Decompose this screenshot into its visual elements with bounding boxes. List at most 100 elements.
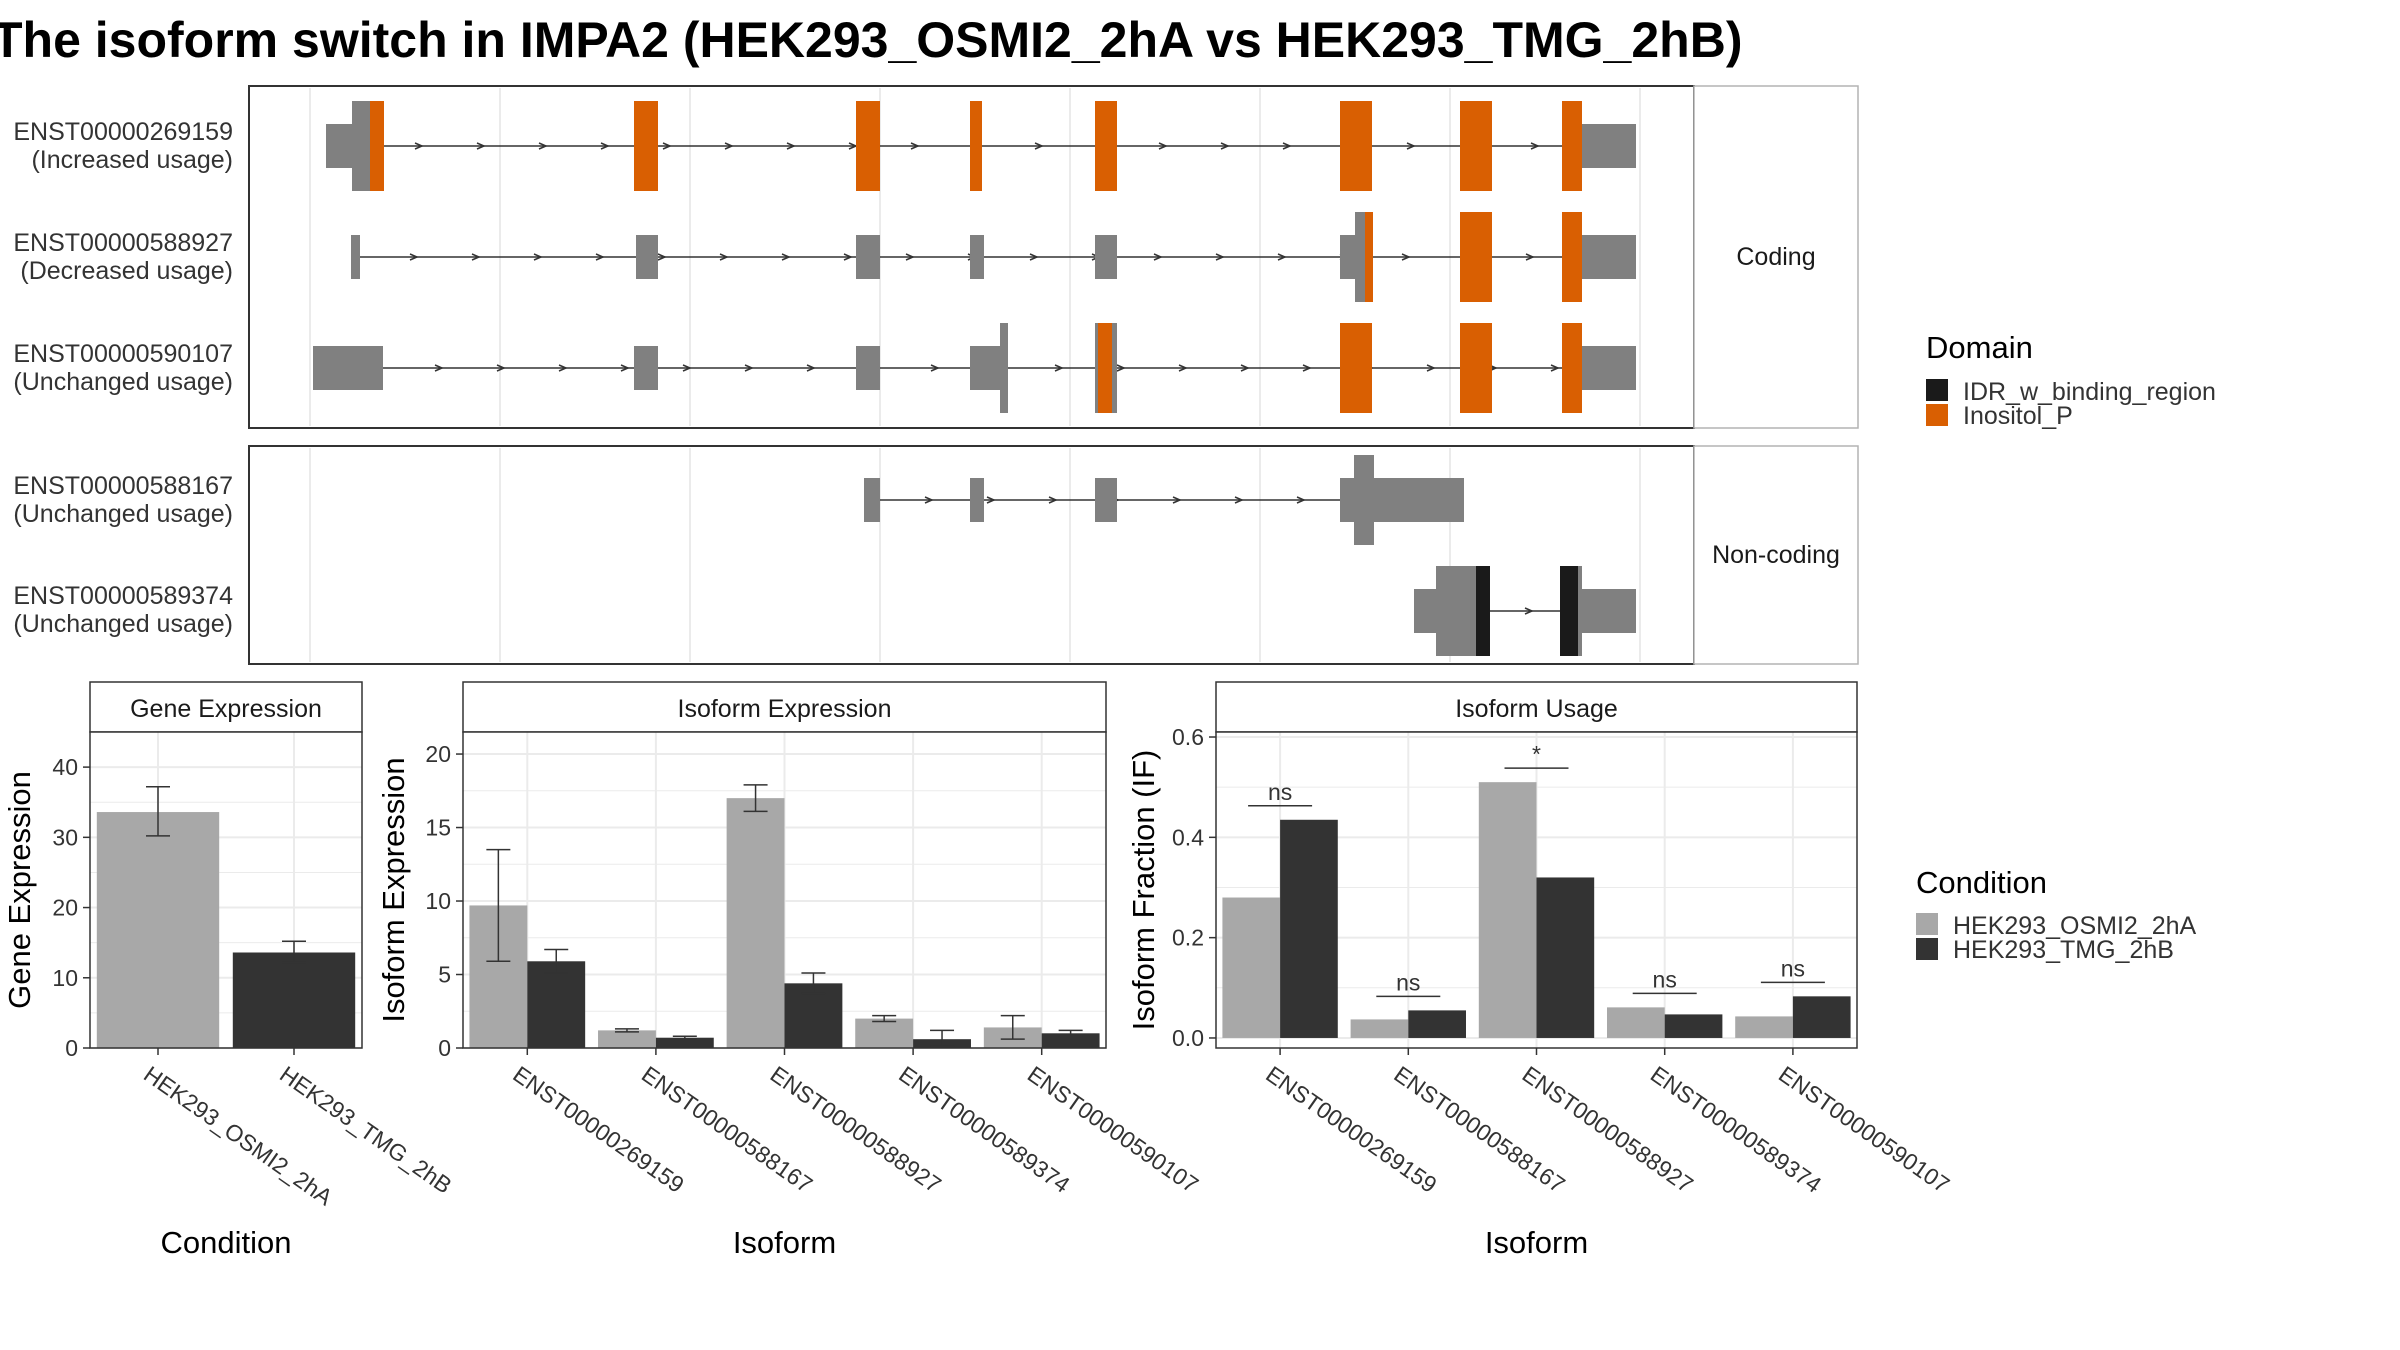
y-tick-label: 40 bbox=[52, 754, 78, 780]
coding-exon bbox=[970, 235, 984, 279]
coding-exon bbox=[1340, 478, 1358, 522]
intron-arrow bbox=[924, 496, 934, 504]
legend-label-cond-a: HEK293_OSMI2_2hA bbox=[1953, 912, 2197, 940]
bar-charts: Gene Expression010203040HEK293_OSMI2_2hA… bbox=[2, 681, 1954, 1260]
y-tick-label: 0.2 bbox=[1172, 925, 1204, 951]
intron-arrow bbox=[1116, 364, 1126, 372]
bar bbox=[1607, 1007, 1665, 1038]
chart-strip-title: Isoform Usage bbox=[1455, 695, 1618, 723]
intron-arrow bbox=[1048, 496, 1058, 504]
intron-arrow bbox=[620, 364, 630, 372]
intron-arrow bbox=[1172, 496, 1182, 504]
intron-arrow bbox=[806, 364, 816, 372]
y-tick-label: 10 bbox=[52, 965, 78, 991]
domain-legend-title: Domain bbox=[1926, 330, 2033, 365]
coding-exon bbox=[1095, 478, 1117, 522]
domain-block bbox=[1476, 566, 1490, 656]
utr-exon bbox=[1582, 346, 1636, 390]
bar bbox=[96, 812, 220, 1048]
domain-block bbox=[1460, 323, 1492, 413]
x-axis-title: Condition bbox=[161, 1225, 292, 1260]
isoform-label-id: ENST00000589374 bbox=[13, 582, 233, 610]
isoform-label-id: ENST00000588927 bbox=[13, 229, 233, 257]
coding-exon bbox=[1000, 323, 1008, 413]
intron-arrow bbox=[843, 253, 853, 261]
intron-arrow bbox=[1277, 253, 1287, 261]
transcript-track bbox=[351, 212, 1636, 302]
bar bbox=[1735, 1016, 1793, 1038]
chart-strip-title: Isoform Expression bbox=[678, 695, 892, 723]
domain-block bbox=[1460, 101, 1492, 191]
bar bbox=[232, 952, 356, 1048]
domain-block bbox=[634, 101, 658, 191]
condition-legend: Condition HEK293_OSMI2_2hA HEK293_TMG_2h… bbox=[1916, 865, 2197, 964]
coding-exon bbox=[636, 235, 658, 279]
domain-block bbox=[1340, 323, 1372, 413]
isoform-label-id: ENST00000588167 bbox=[13, 472, 233, 500]
strip-box bbox=[89, 681, 363, 733]
intron-arrow bbox=[558, 364, 568, 372]
coding-exon bbox=[856, 235, 880, 279]
y-tick-label: 10 bbox=[425, 888, 451, 914]
strip-label-coding: Coding bbox=[1736, 243, 1815, 271]
bar bbox=[1280, 819, 1338, 1038]
structure-panel: Coding Non-coding ENST00000269159 (Incre… bbox=[13, 85, 1859, 665]
domain-block bbox=[1365, 212, 1373, 302]
transcript-track bbox=[326, 101, 1636, 191]
intron-arrow bbox=[1215, 253, 1225, 261]
domain-block bbox=[1562, 101, 1582, 191]
coding-strip bbox=[1693, 85, 1859, 429]
coding-exon bbox=[1340, 235, 1358, 279]
utr-exon bbox=[1582, 235, 1636, 279]
significance-label: * bbox=[1532, 741, 1541, 767]
significance-label: ns bbox=[1268, 779, 1292, 805]
noncoding-strip bbox=[1693, 445, 1859, 665]
intron-arrow bbox=[1220, 142, 1230, 150]
strip-box bbox=[462, 681, 1107, 733]
intron-arrow bbox=[724, 142, 734, 150]
domain-block bbox=[1340, 101, 1372, 191]
intron-arrow bbox=[682, 364, 692, 372]
bar bbox=[598, 1030, 656, 1048]
bar bbox=[1408, 1010, 1466, 1038]
intron-arrow bbox=[662, 142, 672, 150]
utr-exon bbox=[351, 235, 360, 279]
coding-exon bbox=[856, 346, 880, 390]
intron-arrow bbox=[1054, 364, 1064, 372]
coding-exon bbox=[352, 101, 372, 191]
domain-block bbox=[1562, 212, 1582, 302]
intron-arrow bbox=[409, 253, 419, 261]
y-tick-label: 0 bbox=[438, 1035, 451, 1061]
isoform-label-usage: (Unchanged usage) bbox=[13, 500, 233, 528]
intron-arrow bbox=[930, 364, 940, 372]
intron-arrow bbox=[1282, 142, 1292, 150]
intron-arrow bbox=[538, 142, 548, 150]
coding-exon bbox=[1436, 566, 1476, 656]
intron-arrow bbox=[533, 253, 543, 261]
legend-swatch-cond-a bbox=[1916, 913, 1938, 935]
legend-swatch-inositol bbox=[1926, 404, 1948, 426]
bar bbox=[1350, 1019, 1409, 1038]
intron-arrow bbox=[476, 142, 486, 150]
domain-block bbox=[370, 101, 384, 191]
intron-arrow bbox=[1426, 364, 1436, 372]
x-axis-title: Isoform bbox=[733, 1225, 836, 1260]
y-tick-label: 0 bbox=[65, 1035, 78, 1061]
intron-arrow bbox=[471, 253, 481, 261]
legend-label-inositol: Inositol_P bbox=[1963, 402, 2073, 430]
isoform-label-usage: (Unchanged usage) bbox=[13, 610, 233, 638]
bar bbox=[655, 1037, 714, 1048]
y-axis-title: Gene Expression bbox=[2, 771, 37, 1009]
bar bbox=[1664, 1014, 1723, 1038]
y-tick-label: 0.4 bbox=[1172, 824, 1204, 850]
intron-arrow bbox=[744, 364, 754, 372]
bar bbox=[1478, 782, 1537, 1038]
utr-exon bbox=[1582, 124, 1636, 168]
strip-label-noncoding: Non-coding bbox=[1712, 541, 1840, 569]
bar bbox=[527, 961, 586, 1048]
bar bbox=[1222, 897, 1281, 1038]
intron-arrow bbox=[1524, 607, 1534, 615]
domain-block bbox=[970, 101, 982, 191]
strip-box bbox=[1215, 681, 1858, 733]
